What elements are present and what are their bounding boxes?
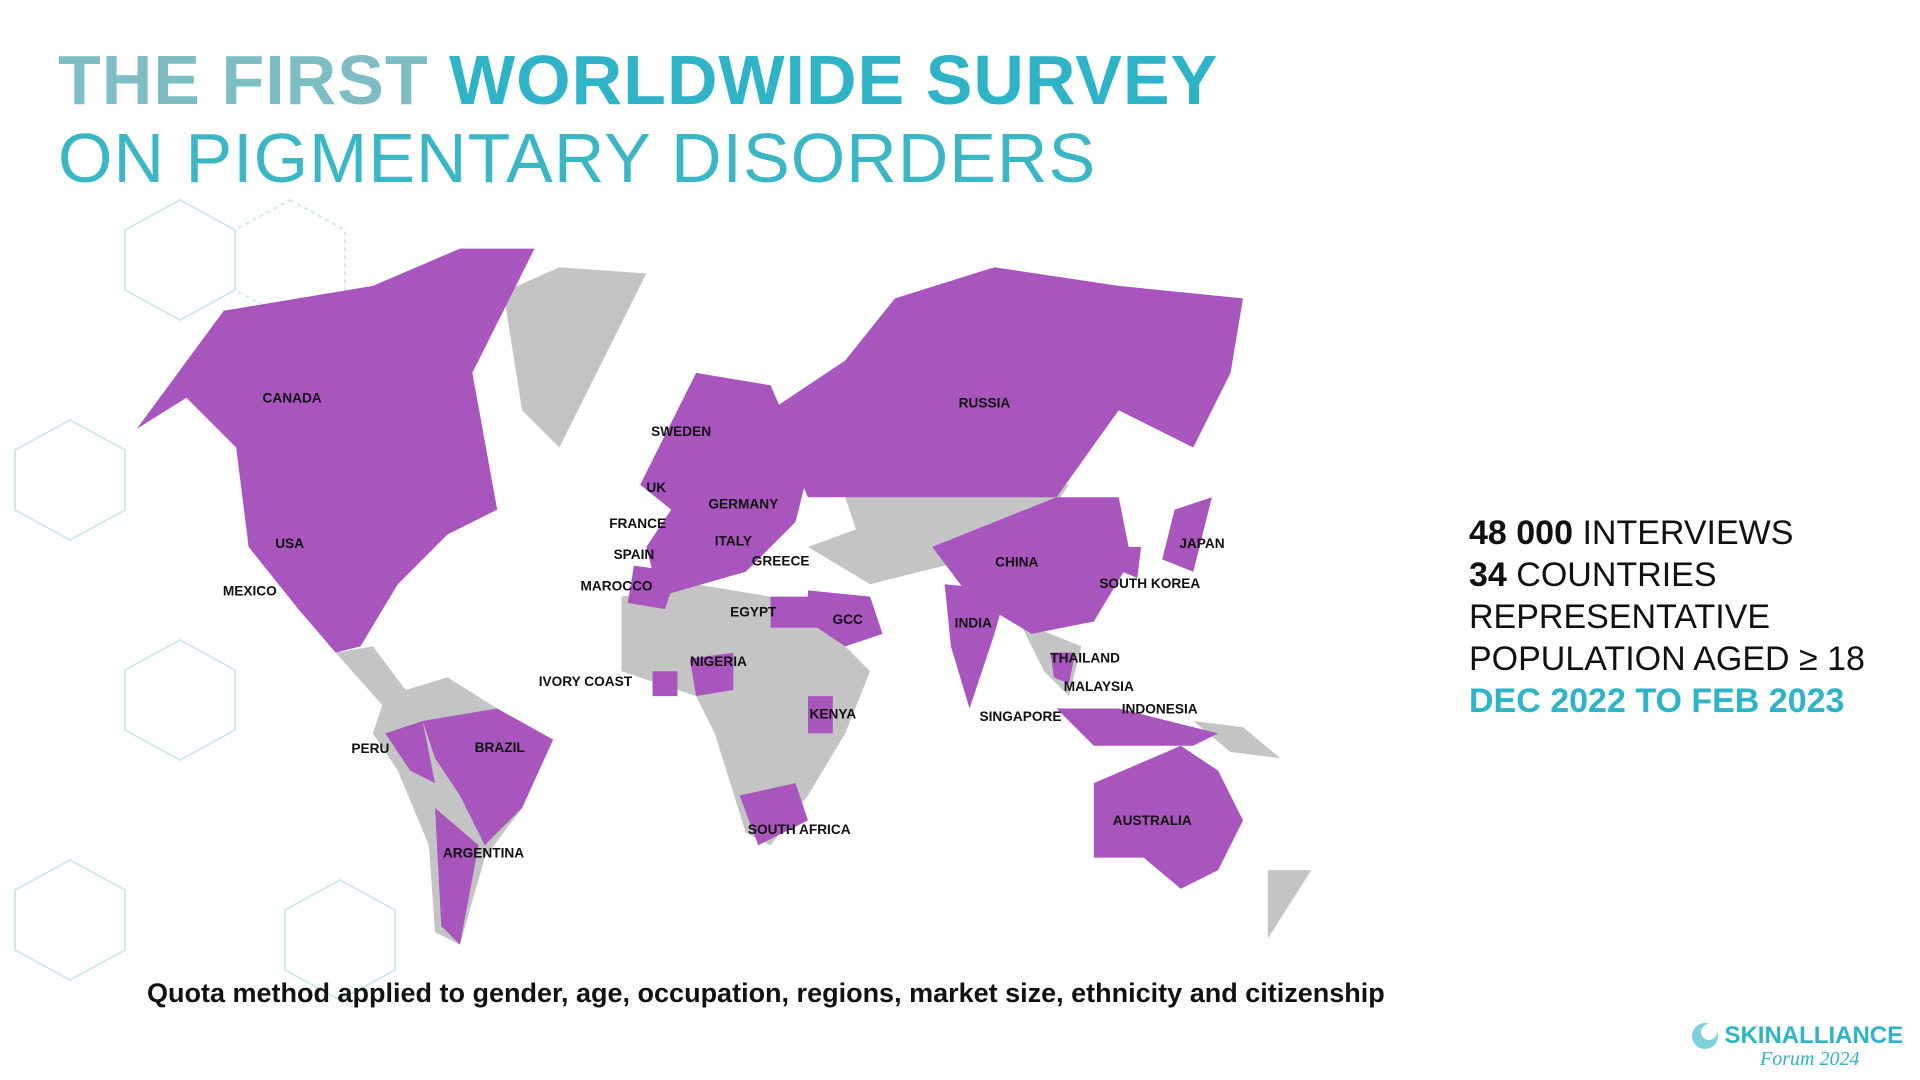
country-label: UK <box>646 480 666 495</box>
country-label: THAILAND <box>1050 650 1120 665</box>
country-label: SOUTH KOREA <box>1099 576 1200 591</box>
country-label: CHINA <box>995 555 1038 570</box>
stat-line: REPRESENTATIVE <box>1469 598 1771 636</box>
stat-line: POPULATION AGED ≥ 18 <box>1469 640 1865 678</box>
country-label: SINGAPORE <box>980 709 1062 724</box>
logo-icon <box>1692 1023 1718 1049</box>
logo-subtitle: Forum 2024 <box>1760 1048 1860 1070</box>
country-label: FRANCE <box>609 516 666 531</box>
title-part: WORLDWIDE SURVEY <box>449 41 1219 119</box>
country-label: GERMANY <box>708 496 778 511</box>
country-label: IVORY COAST <box>539 674 633 689</box>
country-label: PERU <box>351 741 389 756</box>
logo-name: SKINALLIANCE <box>1724 1022 1904 1049</box>
country-label: SOUTH AFRICA <box>748 822 851 837</box>
country-label: KENYA <box>810 706 857 721</box>
stat-label: COUNTRIES <box>1516 556 1717 594</box>
country-label: SWEDEN <box>651 424 711 439</box>
country-label: ITALY <box>715 534 752 549</box>
stats: 48 000 INTERVIEWS 34 COUNTRIES REPRESENT… <box>1469 512 1865 722</box>
country-label: MAROCCO <box>580 578 652 593</box>
country-label: MEXICO <box>223 583 277 598</box>
stat-period: DEC 2022 TO FEB 2023 <box>1469 682 1845 720</box>
stat-line: 34 COUNTRIES <box>1469 554 1865 596</box>
stat-label: INTERVIEWS <box>1582 514 1794 552</box>
country-label: EGYPT <box>730 604 777 619</box>
footnote: Quota method applied to gender, age, occ… <box>147 978 1385 1008</box>
stat-line: 48 000 INTERVIEWS <box>1469 512 1865 554</box>
stat-number: 34 <box>1469 556 1507 594</box>
country-label: ARGENTINA <box>443 846 524 861</box>
survey-land <box>136 248 1243 945</box>
country-label: BRAZIL <box>475 740 525 755</box>
world-map: CANADA USA MEXICO PERU BRAZIL ARGENTINA SWEDEN… <box>136 248 1312 945</box>
logo: SKINALLIANCE Forum 2024 <box>1690 1018 1903 1071</box>
country-label: SPAIN <box>614 547 655 562</box>
country-labels: CANADA USA MEXICO PERU BRAZIL ARGENTINA SWEDEN… <box>223 391 1225 861</box>
title-part: THE FIRST <box>58 41 429 119</box>
country-label: RUSSIA <box>959 396 1011 411</box>
country-label: USA <box>275 536 304 551</box>
stat-number: 48 000 <box>1469 514 1573 552</box>
country-label: GCC <box>833 612 863 627</box>
country-label: CANADA <box>263 391 322 406</box>
country-label: NIGERIA <box>690 654 747 669</box>
country-label: AUSTRALIA <box>1113 813 1192 828</box>
title-line-2: ON PIGMENTARY DISORDERS <box>58 119 1097 197</box>
title-line-1: THE FIRST WORLDWIDE SURVEY <box>58 40 1218 120</box>
country-label: JAPAN <box>1179 536 1224 551</box>
country-label: INDONESIA <box>1122 701 1198 716</box>
country-label: INDIA <box>955 616 992 631</box>
country-label: MALAYSIA <box>1064 679 1134 694</box>
country-label: GREECE <box>752 553 810 568</box>
